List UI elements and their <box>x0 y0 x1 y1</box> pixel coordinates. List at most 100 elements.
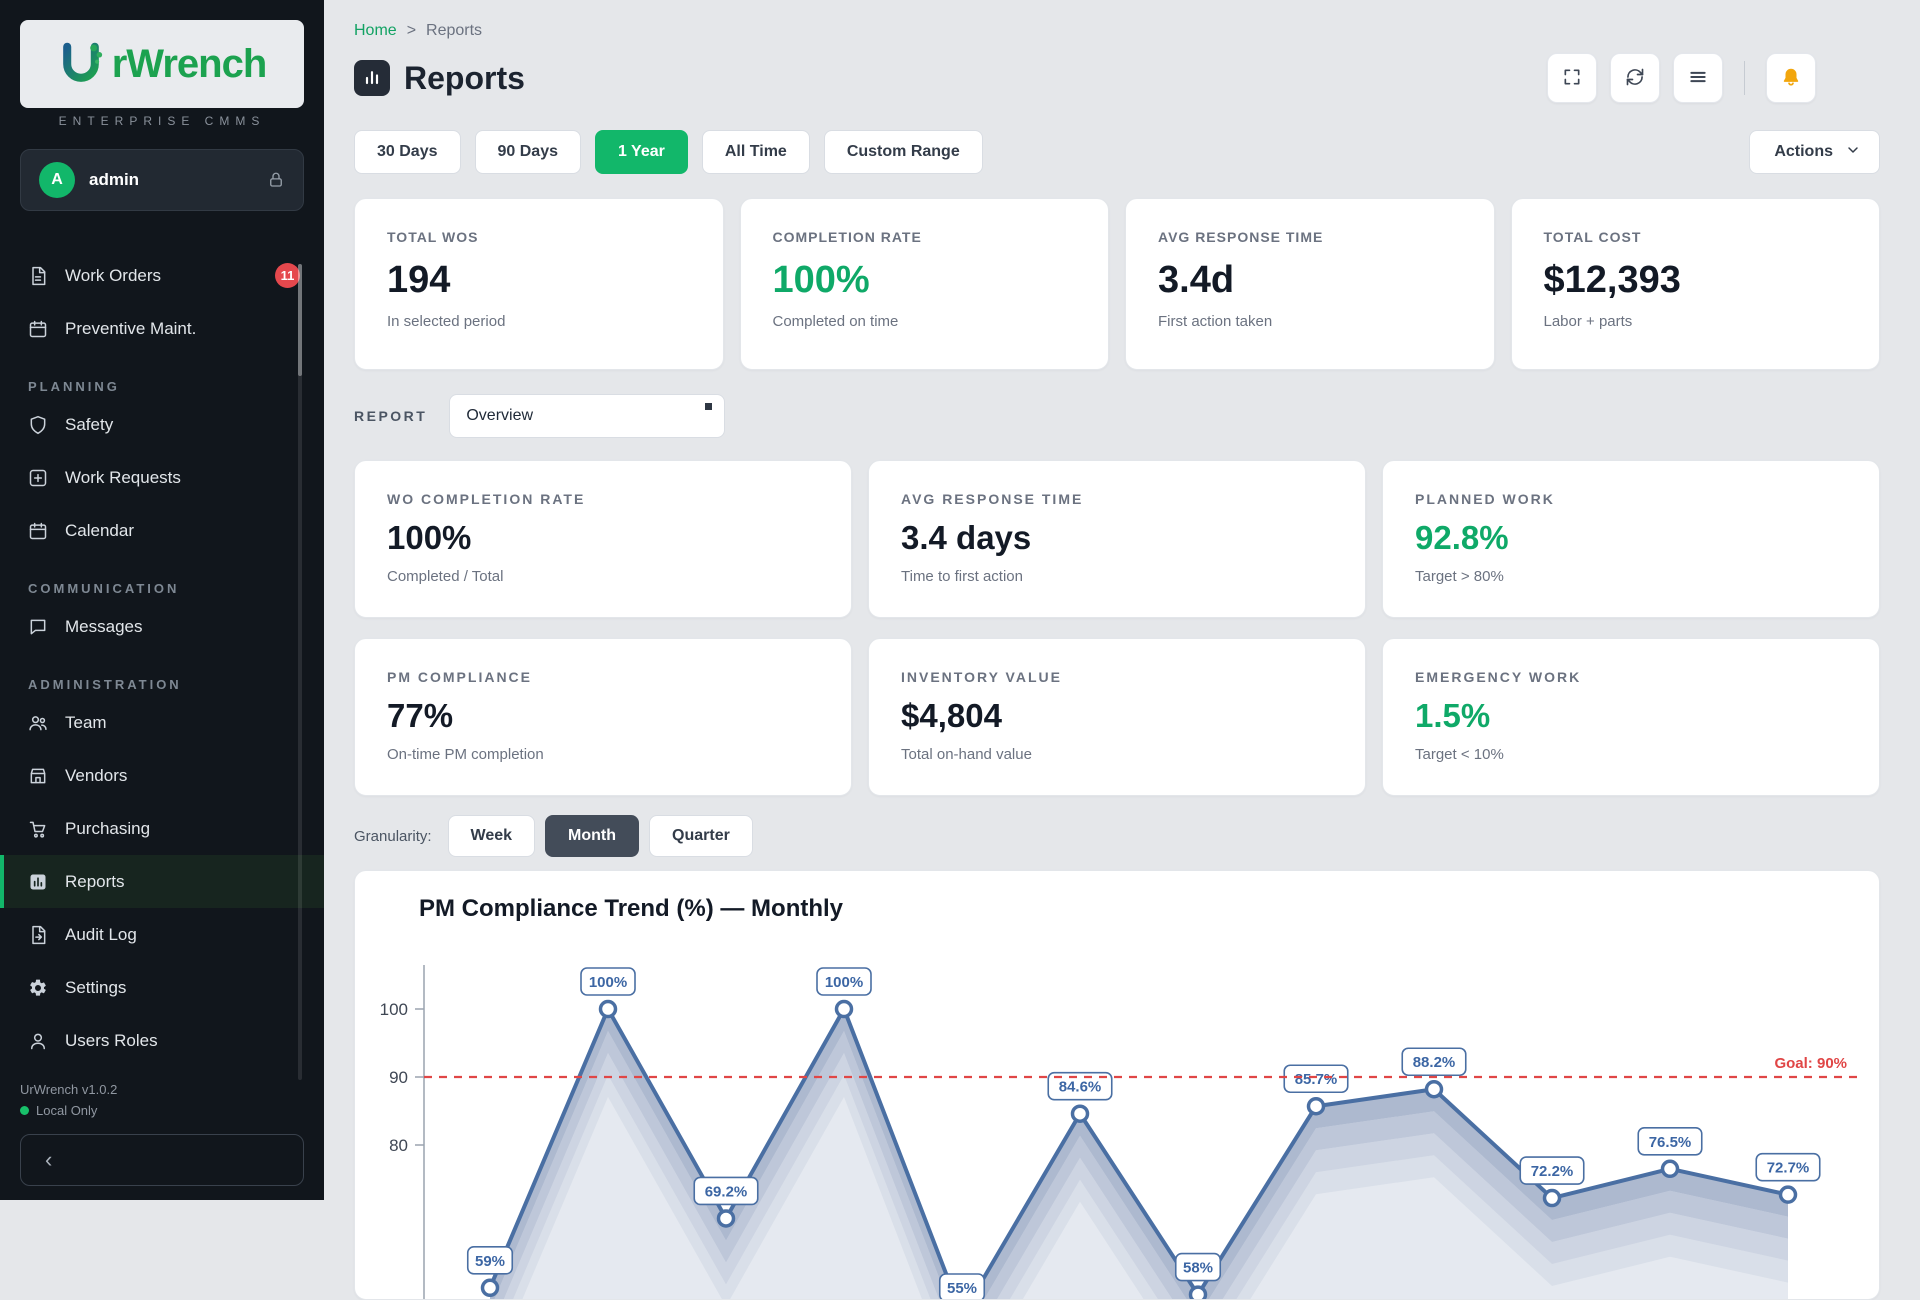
kpi-card-inventory-value: INVENTORY VALUE $4,804 Total on-hand val… <box>868 638 1366 796</box>
kpi-value: 92.8% <box>1415 519 1847 557</box>
menu-button[interactable] <box>1673 53 1723 103</box>
breadcrumb-home-link[interactable]: Home <box>354 22 397 40</box>
kpi-card-emergency-work: EMERGENCY WORK 1.5% Target < 10% <box>1382 638 1880 796</box>
kpi-label: AVG RESPONSE TIME <box>901 491 1333 507</box>
kpi-card-completion-rate: COMPLETION RATE 100% Completed on time <box>740 198 1110 370</box>
kpi-card-avg-response-days: AVG RESPONSE TIME 3.4 days Time to first… <box>868 460 1366 618</box>
kpi-card-planned-work: PLANNED WORK 92.8% Target > 80% <box>1382 460 1880 618</box>
kpi-value: 194 <box>387 259 691 302</box>
granularity-quarter-button[interactable]: Quarter <box>649 815 753 857</box>
sidebar-item-calendar[interactable]: Calendar <box>0 504 324 557</box>
calendar-icon <box>28 521 50 541</box>
breadcrumb-separator: > <box>407 22 416 40</box>
connection-mode-label: Local Only <box>36 1103 97 1118</box>
cart-icon <box>28 819 50 839</box>
file-export-icon <box>28 925 50 945</box>
kpi-value: 77% <box>387 697 819 735</box>
kpi-card-wo-completion: WO COMPLETION RATE 100% Completed / Tota… <box>354 460 852 618</box>
chat-icon <box>28 617 50 637</box>
nav-section-administration: ADMINISTRATION <box>0 677 324 692</box>
sidebar-scrollbar-thumb[interactable] <box>298 264 302 376</box>
sidebar-item-work-orders[interactable]: Work Orders 11 <box>0 249 324 302</box>
sidebar-item-work-requests[interactable]: Work Requests <box>0 451 324 504</box>
kpi-value: 3.4 days <box>901 519 1333 557</box>
sidebar-item-safety[interactable]: Safety <box>0 398 324 451</box>
sidebar-footer: UrWrench v1.0.2 Local Only ‹ <box>0 1082 324 1200</box>
kpi-subtext: In selected period <box>387 313 691 330</box>
sidebar-item-reports[interactable]: Reports <box>0 855 324 908</box>
kpi-label: PLANNED WORK <box>1415 491 1847 507</box>
range-1-year-button[interactable]: 1 Year <box>595 130 688 174</box>
refresh-icon <box>1625 67 1645 90</box>
logo-u-icon <box>58 41 104 87</box>
range-90-days-button[interactable]: 90 Days <box>475 130 582 174</box>
svg-text:72.2%: 72.2% <box>1531 1163 1574 1180</box>
granularity-row: Granularity: Week Month Quarter <box>354 814 1880 858</box>
notifications-button[interactable] <box>1766 53 1816 103</box>
kpi-label: COMPLETION RATE <box>773 229 1077 245</box>
kpi-label: PM COMPLIANCE <box>387 669 819 685</box>
sidebar-item-label: Reports <box>65 872 125 892</box>
gear-icon <box>28 978 50 998</box>
sidebar-item-label: Vendors <box>65 766 127 786</box>
granularity-week-button[interactable]: Week <box>448 815 536 857</box>
kpi-card-total-wos: TOTAL WOS 194 In selected period <box>354 198 724 370</box>
kpi-label: AVG RESPONSE TIME <box>1158 229 1462 245</box>
sidebar: rWrench ENTERPRISE CMMS A admin Work Ord… <box>0 0 324 1200</box>
main-content: Home > Reports Reports 30 Days 90 Days <box>324 0 1920 1200</box>
app-logo[interactable]: rWrench <box>20 20 304 108</box>
range-all-time-button[interactable]: All Time <box>702 130 810 174</box>
kpi-card-avg-response: AVG RESPONSE TIME 3.4d First action take… <box>1125 198 1495 370</box>
sidebar-item-settings[interactable]: Settings <box>0 961 324 1014</box>
kpi-subtext: On-time PM completion <box>387 746 819 763</box>
svg-text:88.2%: 88.2% <box>1413 1054 1456 1071</box>
kpi-value: 100% <box>387 519 819 557</box>
toolbar-divider <box>1744 61 1745 95</box>
user-card[interactable]: A admin <box>20 149 304 211</box>
page-title: Reports <box>404 60 525 97</box>
expand-icon <box>1562 67 1582 90</box>
sidebar-item-label: Settings <box>65 978 126 998</box>
range-30-days-button[interactable]: 30 Days <box>354 130 461 174</box>
sidebar-item-label: Team <box>65 713 107 733</box>
reports-title-icon <box>354 60 390 96</box>
svg-text:85.7%: 85.7% <box>1295 1071 1338 1088</box>
page-header: Reports <box>354 56 1880 100</box>
sidebar-item-purchasing[interactable]: Purchasing <box>0 802 324 855</box>
svg-text:58%: 58% <box>1183 1260 1213 1277</box>
kpi-value: $12,393 <box>1544 259 1848 302</box>
report-type-select[interactable]: Overview <box>449 394 725 438</box>
svg-text:59%: 59% <box>475 1253 505 1270</box>
report-selector-row: REPORT Overview <box>354 394 1880 438</box>
logo-text: rWrench <box>112 42 267 87</box>
actions-label: Actions <box>1774 143 1833 161</box>
refresh-button[interactable] <box>1610 53 1660 103</box>
actions-dropdown-button[interactable]: Actions <box>1749 130 1880 174</box>
kpi-subtext: Target > 80% <box>1415 568 1847 585</box>
kpi-subtext: Completed on time <box>773 313 1077 330</box>
kpi-value: $4,804 <box>901 697 1333 735</box>
sidebar-item-audit-log[interactable]: Audit Log <box>0 908 324 961</box>
sidebar-item-label: Work Orders <box>65 266 161 286</box>
sidebar-item-vendors[interactable]: Vendors <box>0 749 324 802</box>
sidebar-item-preventive-maint[interactable]: Preventive Maint. <box>0 302 324 355</box>
svg-text:Goal: 90%: Goal: 90% <box>1774 1055 1847 1072</box>
sidebar-item-messages[interactable]: Messages <box>0 600 324 653</box>
nav-section-planning: PLANNING <box>0 379 324 394</box>
sidebar-item-label: Messages <box>65 617 142 637</box>
range-custom-button[interactable]: Custom Range <box>824 130 983 174</box>
kpi-card-total-cost: TOTAL COST $12,393 Labor + parts <box>1511 198 1881 370</box>
sidebar-item-users-roles[interactable]: Users Roles <box>0 1014 324 1067</box>
sidebar-item-label: Users Roles <box>65 1031 158 1051</box>
pm-compliance-trend-chart: 100908059%100%69.2%100%55%84.6%58%85.7%8… <box>354 870 1880 1300</box>
select-indicator-icon <box>705 403 712 410</box>
kpi-subtext: Labor + parts <box>1544 313 1848 330</box>
granularity-month-button[interactable]: Month <box>545 815 639 857</box>
fullscreen-button[interactable] <box>1547 53 1597 103</box>
sidebar-scrollbar-track[interactable] <box>298 264 302 1080</box>
kpi-subtext: Completed / Total <box>387 568 819 585</box>
sidebar-collapse-button[interactable]: ‹ <box>20 1134 304 1186</box>
sidebar-item-team[interactable]: Team <box>0 696 324 749</box>
brand-tagline: ENTERPRISE CMMS <box>0 114 324 128</box>
kpi-row-mid: WO COMPLETION RATE 100% Completed / Tota… <box>354 460 1880 618</box>
